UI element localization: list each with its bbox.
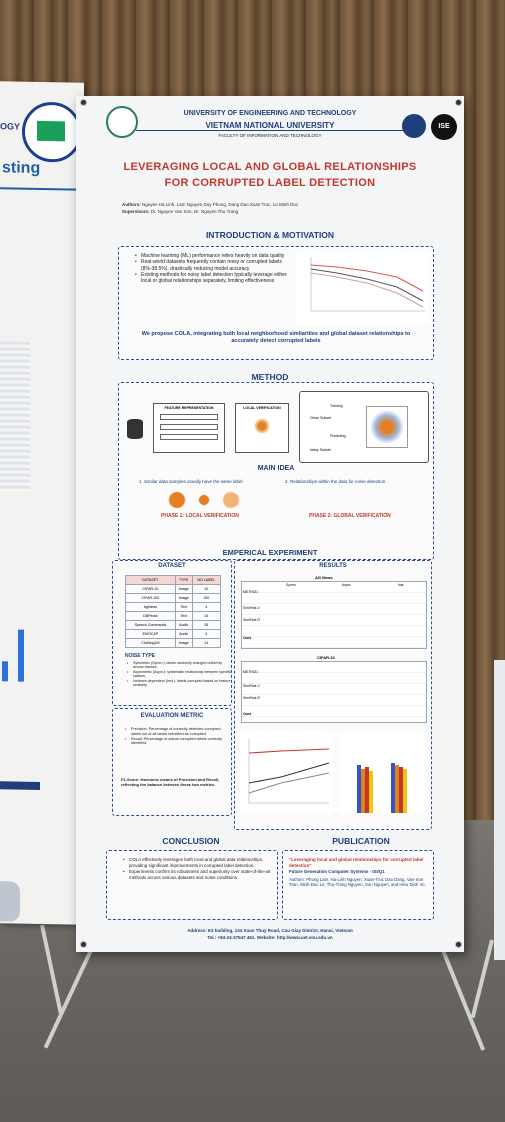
conclusion-box: COLA effectively leverages both local an…: [106, 850, 278, 920]
local-verification-block: LOCAL VERIFICATION: [235, 403, 289, 453]
chart-series-3: [310, 272, 424, 308]
f1-description: F1-Score: Harmonic means of Precision an…: [121, 777, 220, 787]
evaluation-list: Precision: Percentage of correctly detec…: [123, 727, 231, 746]
intro-bullets: Machine learning (ML) performance relies…: [133, 253, 291, 284]
evaluation-box: EVALUATION METRIC Precision: Percentage …: [112, 708, 232, 816]
evaluation-heading: EVALUATION METRIC: [140, 713, 204, 719]
bar: [403, 769, 407, 813]
clean-subset-label: Clean Subset: [310, 416, 332, 420]
pin-bottom-left: [80, 941, 87, 948]
neighbour-table: [0, 341, 30, 492]
predicting-label: Predicting: [330, 434, 346, 438]
method-heading: METHOD: [251, 372, 289, 382]
neighbour-poster-right: [494, 660, 505, 960]
results-table-1: METHOD Symm. Asym. Inst. SimiFeat-V Simi…: [241, 581, 427, 649]
conclusion-heading: CONCLUSION: [162, 836, 220, 846]
ise-logo: ISE: [431, 114, 457, 140]
university-name: UNIVERSITY OF ENGINEERING AND TECHNOLOGY: [183, 110, 357, 117]
noise-type-list: Symmetric (Symm.): labels randomly chang…: [125, 661, 233, 687]
results-line-chart: [241, 733, 333, 813]
footer-contact: Tel.: +84-24-37547 461. Website: http://…: [207, 935, 333, 940]
publication-venue: Future Generation Computer Systems - ISI…: [289, 869, 385, 874]
neighbour-bar-chart: [0, 621, 30, 682]
publication-heading: PUBLICATION: [332, 836, 390, 846]
chart-series-1: [310, 264, 424, 292]
publication-box: "Leveraging local and global relationshi…: [282, 850, 434, 920]
research-poster: ISE UNIVERSITY OF ENGINEERING AND TECHNO…: [76, 96, 464, 952]
faculty-name: FACULTY OF INFORMATION AND TECHNOLOGY: [218, 133, 322, 138]
method-box: FEATURE REPRESENTATION LOCAL VERIFICATIO…: [118, 382, 434, 560]
intro-line-chart: [297, 251, 429, 323]
authors: Authors: Nguyen Ha Linh, Lam Nguyen Duy …: [122, 202, 299, 207]
bar: [391, 763, 395, 813]
database-icon: [127, 419, 143, 439]
bar: [369, 771, 373, 813]
dataset-box: DATASET DATASET TYPE NO LABEL CIFAR-10 Imag…: [112, 560, 232, 706]
bar: [399, 767, 403, 813]
publication-authors: Authors: Phong Lam, Ha-Linh Nguyen, Xuan…: [289, 877, 426, 888]
feature-representation-block: FEATURE REPRESENTATION: [153, 403, 225, 453]
pin-top-right: [455, 99, 462, 106]
intro-proposal: We propose COLA, integrating both local …: [141, 331, 411, 344]
supervisors: Supervisors: Dr. Nguyen Van Son, Dr. Ngu…: [122, 209, 239, 214]
national-university-name: VIETNAM NATIONAL UNIVERSITY: [205, 121, 335, 130]
noise-type-heading: NOISE TYPE: [125, 653, 156, 659]
phase2-label: PHASE 2: GLOBAL VERIFICATION: [309, 513, 391, 519]
results-table-2: METHOD SimiFeat-V SimiFeat-R Ours: [241, 661, 427, 723]
bar: [395, 765, 399, 813]
intro-box: Machine learning (ML) performance relies…: [118, 246, 434, 360]
main-idea-1: 1. Similar data samples usually have the…: [139, 479, 243, 484]
main-idea-2: 2. Relationships within the data for noi…: [285, 479, 386, 484]
neighbour-image: [0, 881, 20, 922]
neighbour-fragment-heading: sting: [2, 159, 41, 177]
neighbour-poster-left: OGY sting: [0, 81, 84, 925]
training-label: Training: [330, 404, 343, 408]
dataset-heading: DATASET: [158, 563, 186, 569]
dataset-table: DATASET TYPE NO LABEL CIFAR-10 Image 10 CIFA…: [125, 575, 222, 648]
results-bar-chart: [339, 733, 425, 813]
results-table-1-title: AG News: [315, 575, 333, 580]
university-logo: [106, 106, 138, 138]
neighbour-logo: [22, 101, 82, 163]
noisy-subset-label: Noisy Subset: [310, 448, 331, 452]
bar: [365, 767, 369, 813]
footer-address: Address: E3 building, 144 Xuan Thuy Road…: [187, 928, 353, 933]
results-table-2-title: CIFAR-10: [317, 655, 335, 660]
results-heading: RESULTS: [319, 563, 347, 569]
neighbour-fragment-top: OGY: [0, 121, 21, 132]
chart-series-2: [310, 268, 424, 302]
neural-network-graphic: [366, 406, 408, 448]
intro-heading: INTRODUCTION & MOTIVATION: [205, 230, 335, 240]
global-verification-block: Training Clean Subset Predicting Noisy S…: [299, 391, 429, 463]
bar: [361, 769, 365, 813]
phase1-illustration: [159, 491, 249, 509]
poster-title-line1: LEVERAGING LOCAL AND GLOBAL RELATIONSHIP…: [123, 161, 417, 173]
experiment-heading: EMPERICAL EXPERIMENT: [222, 548, 318, 557]
bar: [357, 765, 361, 813]
uet-logo: [402, 114, 426, 138]
pin-bottom-right: [455, 941, 462, 948]
results-box: RESULTS AG News METHOD Symm. Asym. Inst.…: [234, 560, 432, 830]
pin-top-left: [80, 99, 87, 106]
publication-title: "Leveraging local and global relationshi…: [289, 857, 424, 868]
poster-title-line2: FOR CORRUPTED LABEL DETECTION: [164, 177, 376, 189]
main-idea-heading: MAIN IDEA: [257, 465, 295, 472]
phase1-label: PHASE 1: LOCAL VERIFICATION: [161, 513, 239, 519]
conclusion-bullets: COLA effectively leverages both local an…: [121, 857, 277, 881]
